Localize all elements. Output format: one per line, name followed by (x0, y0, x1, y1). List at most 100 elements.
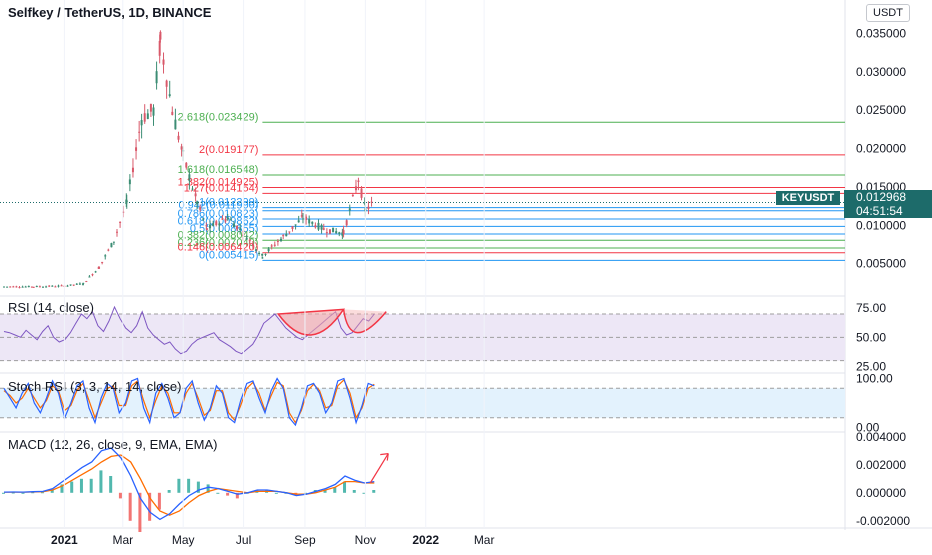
currency-button[interactable]: USDT (866, 4, 910, 22)
macd-histogram-bar (70, 481, 74, 493)
candle-body (300, 215, 303, 217)
candle-body (314, 225, 317, 228)
macd-histogram-bar (60, 484, 64, 493)
candle-body (21, 286, 24, 288)
fib-level-label: 0(0.005415) (199, 249, 258, 261)
candle-body (305, 216, 308, 220)
candle-body (131, 167, 134, 173)
candle-body (367, 206, 370, 210)
rsi-y-tick: 25.00 (856, 360, 886, 374)
candle-body (171, 111, 174, 115)
x-tick-label: 2022 (412, 533, 439, 547)
macd-histogram-bar (352, 490, 356, 493)
candle-body (174, 119, 177, 130)
candle-body (54, 286, 57, 288)
candle-body (360, 188, 363, 198)
candle-body (12, 286, 15, 288)
macd-histogram-bar (40, 492, 44, 494)
macd-histogram-bar (128, 492, 132, 521)
macd-histogram-bar (79, 478, 83, 493)
fib-level-label: 0.236(0.007040) (178, 237, 259, 249)
candle-body (9, 286, 12, 288)
macd-histogram-bar (50, 490, 54, 493)
candle-body (146, 113, 149, 119)
rsi-title: RSI (14, close) (8, 300, 94, 315)
y-tick-label: 0.025000 (856, 103, 906, 117)
candle-body (342, 230, 345, 235)
macd-histogram-bar (235, 492, 239, 499)
candle-body (112, 241, 115, 243)
price-tag: 0.012968 04:51:54 (844, 190, 932, 218)
stoch-title: Stoch RSI (3, 3, 14, 14, close) (8, 379, 181, 394)
candle-body (38, 286, 41, 288)
macd-histogram-bar (323, 490, 327, 493)
candle-body (125, 200, 128, 203)
macd-histogram-bar (362, 492, 366, 494)
macd-histogram-bar (157, 492, 161, 510)
candle-body (57, 285, 60, 287)
candle-body (357, 180, 360, 183)
macd-histogram-bar (226, 492, 230, 496)
candle-body (24, 286, 27, 288)
candle-body (104, 255, 107, 257)
candle-body (88, 276, 91, 278)
candle-body (35, 286, 38, 288)
x-tick-label: Sep (294, 533, 316, 547)
candle-body (159, 31, 162, 40)
candle-body (270, 245, 273, 247)
macd-arrow-head (380, 453, 389, 461)
candle-body (291, 226, 294, 229)
macd-histogram-bar (2, 492, 5, 494)
candle-body (101, 261, 104, 263)
candle-body (212, 223, 215, 227)
candle-body (345, 220, 348, 226)
macd-histogram-bar (372, 490, 376, 493)
candle-body (264, 253, 267, 255)
candle-body (261, 257, 264, 259)
stoch-k-line (3, 377, 375, 427)
candle-body (191, 188, 194, 190)
candle-body (45, 286, 48, 288)
x-tick-label: Nov (355, 533, 376, 547)
candle-body (288, 231, 291, 233)
macd-histogram-bar (21, 492, 25, 494)
macd-histogram-bar (333, 487, 337, 493)
candle-body (85, 281, 88, 283)
candle-body (194, 193, 197, 197)
macd-histogram-bar (118, 492, 122, 499)
candle-body (60, 285, 63, 287)
candle-body (322, 228, 325, 230)
candle-body (98, 267, 101, 269)
candle-body (91, 274, 94, 276)
candle-body (69, 284, 72, 286)
candle-body (107, 249, 110, 251)
candle-body (30, 286, 33, 288)
macd-histogram-bar (167, 490, 171, 493)
candle-body (209, 224, 212, 229)
rsi-y-tick: 50.00 (856, 330, 886, 344)
candle-body (285, 234, 288, 237)
candle-body (140, 120, 143, 126)
candle-body (155, 71, 158, 84)
x-tick-label: Mar (474, 533, 495, 547)
candle-body (248, 239, 251, 242)
candle-body (317, 222, 320, 230)
candle-body (196, 201, 199, 205)
candle-body (221, 218, 224, 220)
macd-signal-line (4, 454, 375, 516)
candle-body (72, 284, 75, 286)
candle-body (325, 232, 328, 234)
stoch-y-tick: 100.00 (856, 371, 893, 385)
candle-body (335, 231, 338, 234)
candle-body (273, 244, 276, 246)
fib-level-label: 0.618(0.009862) (178, 215, 259, 227)
macd-histogram-bar (11, 492, 15, 494)
y-tick-label: 0.010000 (856, 218, 906, 232)
y-tick-label: 0.005000 (856, 257, 906, 271)
y-tick-label: 0.030000 (856, 65, 906, 79)
candle-body (162, 59, 165, 65)
candle-body (258, 252, 261, 254)
macd-title: MACD (12, 26, close, 9, EMA, EMA) (8, 437, 218, 452)
candle-body (261, 253, 264, 256)
